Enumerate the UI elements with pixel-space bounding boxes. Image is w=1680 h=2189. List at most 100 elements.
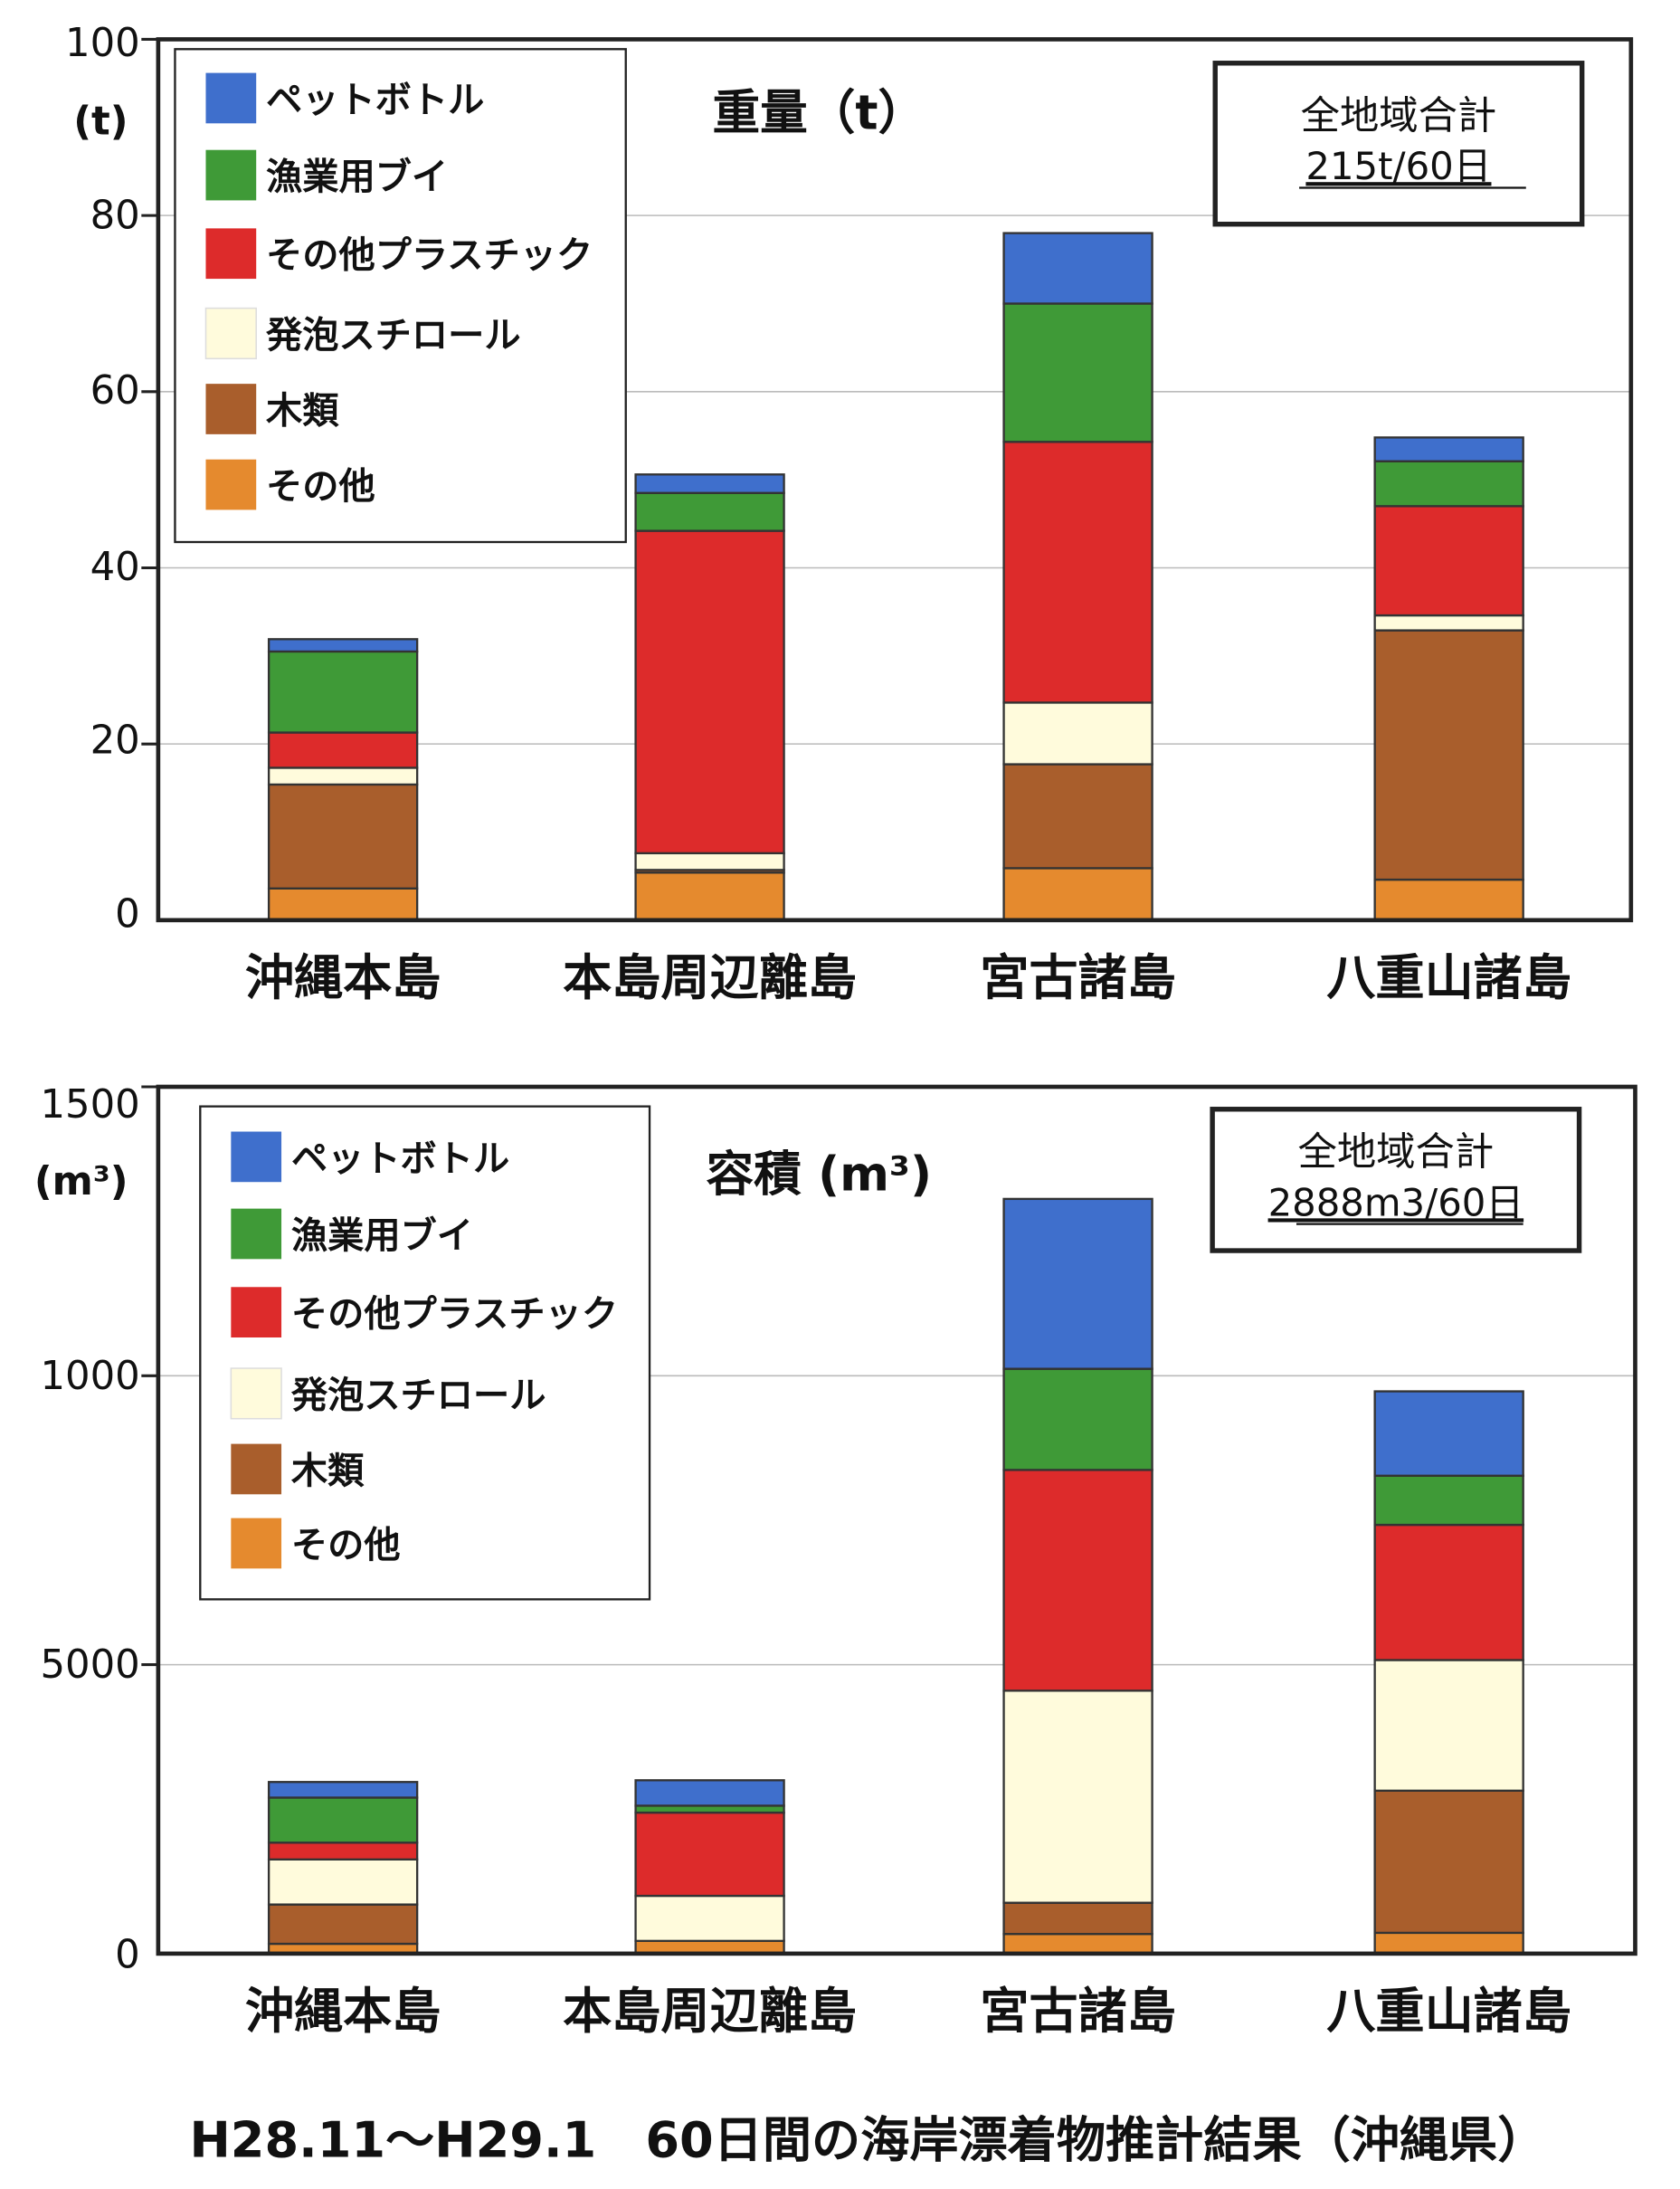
legend-swatch xyxy=(205,459,257,510)
y-tick-label: 100 xyxy=(65,21,140,66)
bar-segment-ペットボトル xyxy=(1373,1390,1524,1477)
bar-segment-その他 xyxy=(634,871,785,921)
x-category-label: 沖縄本島 xyxy=(245,1983,441,2040)
bar-segment-その他プラスチック xyxy=(1002,1469,1153,1692)
bar-segment-発泡スチロール xyxy=(634,1894,785,1943)
chart-title: 容積 (m³) xyxy=(707,1147,932,1203)
total-box-value: 2888m3/60日 xyxy=(1268,1180,1524,1224)
x-category-label: 宮古諸島 xyxy=(980,1983,1176,2040)
x-category-label: 本島周辺離島 xyxy=(563,949,857,1006)
y-tick-label: 40 xyxy=(90,545,140,590)
footer-caption: H28.11〜H29.1 60日間の海岸漂着物推計結果（沖縄県） xyxy=(189,2111,1546,2168)
bar-segment-発泡スチロール xyxy=(634,852,785,871)
bar-segment-漁業用ブイ xyxy=(1373,1474,1524,1527)
plot-frame xyxy=(156,37,1634,923)
legend-label: 木類 xyxy=(291,1451,365,1492)
x-category-label: 本島周辺離島 xyxy=(563,1983,857,2040)
bar-segment-漁業用ブイ xyxy=(267,1796,419,1844)
bar-segment-漁業用ブイ xyxy=(1002,302,1153,443)
x-category-label: 宮古諸島 xyxy=(980,949,1176,1006)
legend-label: 木類 xyxy=(266,390,339,432)
legend-swatch xyxy=(231,1518,282,1569)
bar-segment-ペットボトル xyxy=(267,1781,419,1799)
bar-segment-その他プラスチック xyxy=(634,1811,785,1898)
y-tick-label: 0 xyxy=(115,892,140,937)
bar-segment-木類 xyxy=(1373,1789,1524,1935)
bar-segment-発泡スチロール xyxy=(267,766,419,786)
legend-swatch xyxy=(205,228,257,280)
bar-segment-その他プラスチック xyxy=(634,529,785,855)
bar-segment-木類 xyxy=(267,1903,419,1946)
bar-segment-漁業用ブイ xyxy=(1002,1367,1153,1471)
x-category-label: 八重山諸島 xyxy=(1326,1983,1571,2040)
y-tick-label: 20 xyxy=(90,719,140,764)
total-box-heading: 全地域合計 xyxy=(1298,1130,1495,1175)
x-category-label: 沖縄本島 xyxy=(245,949,441,1006)
legend-swatch xyxy=(231,1287,282,1337)
bar-segment-木類 xyxy=(1002,763,1153,870)
bar-segment-木類 xyxy=(1373,629,1524,881)
legend-swatch xyxy=(231,1131,282,1183)
legend-box xyxy=(199,1105,651,1601)
legend-label: その他プラスチック xyxy=(291,1294,618,1336)
y-tick-label: 1000 xyxy=(40,1354,139,1399)
bar-segment-その他 xyxy=(1002,1933,1153,1956)
y-tick-label: 1500 xyxy=(40,1082,139,1128)
bar-segment-その他プラスチック xyxy=(267,731,419,769)
bar-segment-ペットボトル xyxy=(1002,1197,1153,1370)
legend-label: 発泡スチロール xyxy=(266,315,521,357)
y-tick-label: 80 xyxy=(90,193,140,238)
bar-segment-発泡スチロール xyxy=(1373,1659,1524,1792)
bar-segment-木類 xyxy=(267,783,419,890)
bar-segment-その他プラスチック xyxy=(267,1842,419,1861)
bar-segment-その他 xyxy=(1002,867,1153,921)
chart-title: 重量（t） xyxy=(712,85,925,140)
bar-segment-木類 xyxy=(1002,1901,1153,1936)
bar-segment-発泡スチロール xyxy=(267,1858,419,1906)
x-category-label: 八重山諸島 xyxy=(1326,949,1571,1006)
y-tick-label: 60 xyxy=(90,368,140,414)
bar-segment-発泡スチロール xyxy=(1002,701,1153,766)
legend-label: その他 xyxy=(266,466,375,508)
legend-label: 漁業用ブイ xyxy=(266,157,448,198)
total-box xyxy=(1212,61,1585,227)
bar-segment-発泡スチロール xyxy=(1002,1689,1153,1904)
total-box xyxy=(1210,1107,1582,1253)
legend-swatch xyxy=(205,72,257,124)
legend-swatch xyxy=(204,307,257,360)
bar-segment-ペットボトル xyxy=(267,638,419,653)
legend-swatch xyxy=(205,384,257,434)
legend-swatch xyxy=(205,149,257,201)
legend-label: ペットボトル xyxy=(266,80,484,121)
legend-label: その他プラスチック xyxy=(266,235,593,277)
legend-label: その他 xyxy=(291,1525,401,1566)
legend-label: ペットボトル xyxy=(291,1138,509,1180)
bar-segment-ペットボトル xyxy=(634,1779,785,1807)
y-tick-label: 0 xyxy=(115,1932,140,1977)
bar-segment-漁業用ブイ xyxy=(634,491,785,532)
bar-segment-ペットボトル xyxy=(1002,232,1153,305)
bar-segment-その他プラスチック xyxy=(1373,505,1524,617)
bar-segment-その他プラスチック xyxy=(1373,1523,1524,1661)
total-box-heading: 全地域合計 xyxy=(1301,93,1497,138)
y-axis-label: (m³) xyxy=(34,1159,128,1204)
bar-segment-漁業用ブイ xyxy=(1373,460,1524,508)
legend-swatch xyxy=(231,1208,282,1260)
bar-segment-その他プラスチック xyxy=(1002,441,1153,704)
bar-segment-その他 xyxy=(267,887,419,921)
bar-segment-その他 xyxy=(1373,1931,1524,1956)
plot-frame xyxy=(156,1084,1637,1956)
bar-segment-その他 xyxy=(1373,878,1524,921)
bar-segment-漁業用ブイ xyxy=(267,650,419,734)
bar-segment-ペットボトル xyxy=(634,473,785,494)
legend-swatch xyxy=(231,1443,282,1495)
bar-segment-発泡スチロール xyxy=(1373,614,1524,632)
legend-label: 漁業用ブイ xyxy=(291,1215,473,1257)
total-box-value: 215t/60日 xyxy=(1305,144,1491,188)
bar-segment-ペットボトル xyxy=(1373,436,1524,462)
legend-swatch xyxy=(230,1367,282,1420)
legend-label: 発泡スチロール xyxy=(291,1375,546,1416)
y-axis-label: (t) xyxy=(73,100,128,145)
y-tick-label: 5000 xyxy=(40,1642,139,1688)
